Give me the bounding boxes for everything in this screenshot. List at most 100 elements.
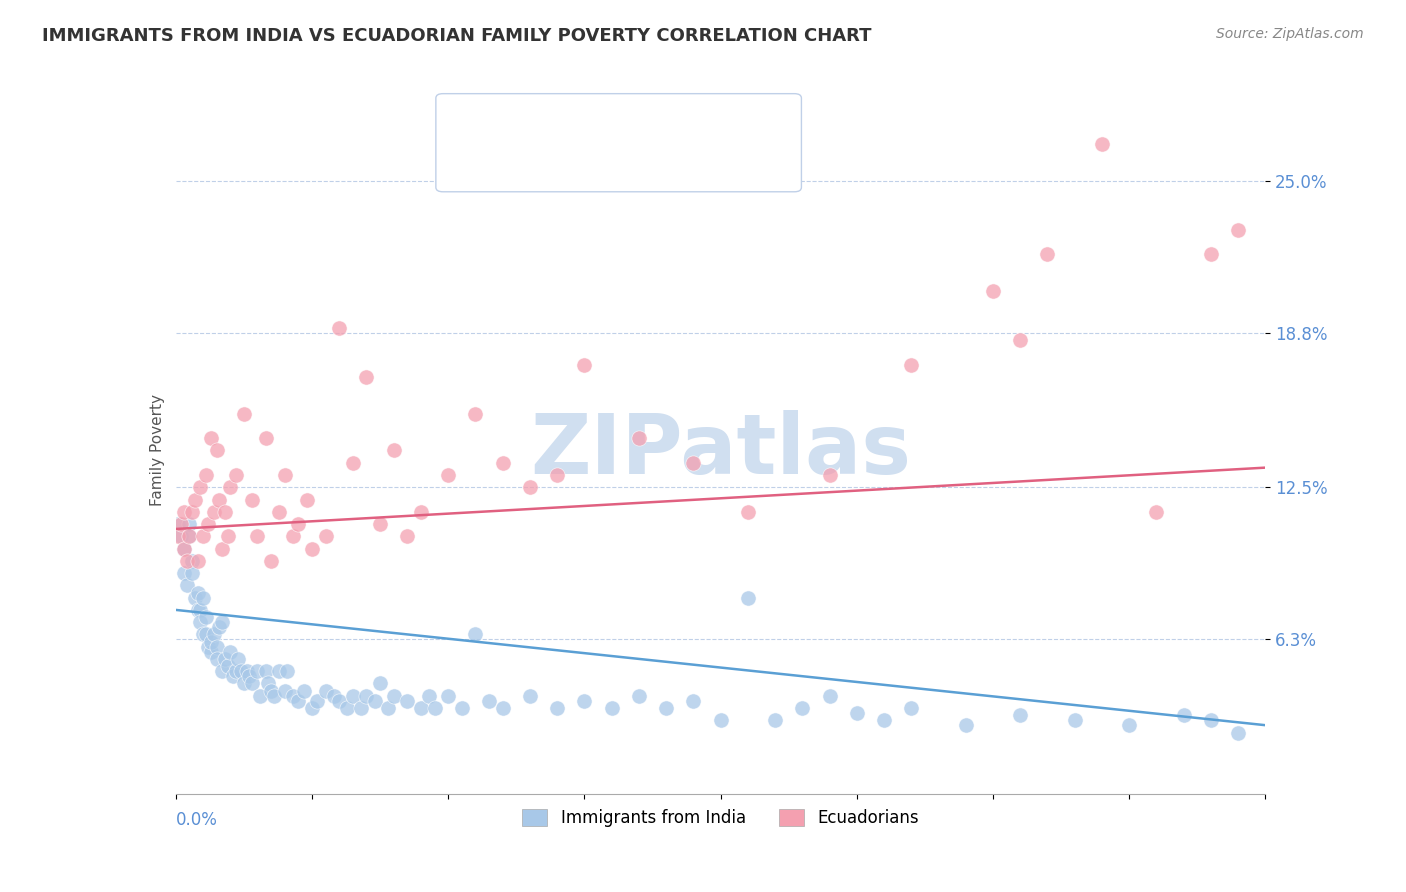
Point [200,644,222,658]
Point [276,664,298,679]
Point [208,492,231,507]
Point [1091,136,1114,151]
Point [818,689,841,703]
Point [307,694,329,708]
Y-axis label: Family Poverty: Family Poverty [149,394,165,507]
Point [249,689,271,703]
Legend: Immigrants from India, Ecuadorians: Immigrants from India, Ecuadorians [516,802,925,834]
Point [170,529,193,543]
Point [269,664,291,679]
Point [254,664,277,679]
Point [287,517,309,532]
Text: Source: ZipAtlas.com: Source: ZipAtlas.com [1216,27,1364,41]
Point [260,554,283,568]
Point [200,635,222,649]
Point [1118,718,1140,732]
Point [240,676,263,690]
Point [710,714,733,728]
Point [263,689,285,703]
Point [546,701,568,715]
Point [214,505,236,519]
Point [301,701,323,715]
Point [492,456,515,470]
Point [232,407,254,421]
Point [368,517,391,532]
Point [173,541,195,556]
Text: 0.0%: 0.0% [176,811,218,829]
Point [1227,222,1250,236]
Point [409,701,432,715]
Point [315,529,337,543]
Point [238,669,260,683]
Point [1010,708,1032,723]
Point [382,689,405,703]
Point [176,554,198,568]
Point [574,358,596,372]
Point [214,652,236,666]
Point [184,591,207,605]
Point [269,505,291,519]
Point [219,644,242,658]
Point [202,505,225,519]
Point [627,689,650,703]
Point [1173,708,1195,723]
Point [356,369,378,384]
Point [1144,505,1167,519]
Point [845,706,868,720]
Point [342,689,364,703]
Point [301,541,323,556]
Point [396,529,419,543]
Point [217,659,239,673]
Point [222,669,245,683]
Point [336,701,359,715]
Point [176,578,198,592]
Point [792,701,814,715]
Point [208,620,231,634]
Point [519,480,541,494]
Point [396,694,419,708]
Point [211,615,233,630]
Point [179,517,201,532]
Point [240,492,263,507]
Point [254,431,277,445]
Point [179,529,201,543]
Text: IMMIGRANTS FROM INDIA VS ECUADORIAN FAMILY POVERTY CORRELATION CHART: IMMIGRANTS FROM INDIA VS ECUADORIAN FAMI… [42,27,872,45]
Point [328,321,350,335]
Text: R =  0.144   N = 59: R = 0.144 N = 59 [457,147,647,165]
Point [900,358,922,372]
Text: ZIPatlas: ZIPatlas [530,410,911,491]
Point [184,492,207,507]
Point [1063,714,1085,728]
Point [186,554,209,568]
Point [655,701,678,715]
Point [231,664,253,679]
Point [464,627,486,641]
Text: R = -0.457   N = 112: R = -0.457 N = 112 [457,112,657,129]
Point [205,640,228,654]
Point [191,591,214,605]
Point [181,566,204,581]
Point [342,456,364,470]
Point [194,467,217,482]
Point [188,480,211,494]
Point [322,689,344,703]
Point [281,689,304,703]
Point [363,694,385,708]
Point [181,554,204,568]
Point [194,610,217,624]
Point [232,676,254,690]
Point [423,701,446,715]
Point [368,676,391,690]
Point [173,541,195,556]
Point [519,689,541,703]
Point [281,529,304,543]
Point [188,615,211,630]
Point [292,683,315,698]
Point [382,443,405,458]
Point [627,431,650,445]
Point [211,664,233,679]
Point [287,694,309,708]
Point [873,714,896,728]
Point [737,505,759,519]
Point [737,591,759,605]
